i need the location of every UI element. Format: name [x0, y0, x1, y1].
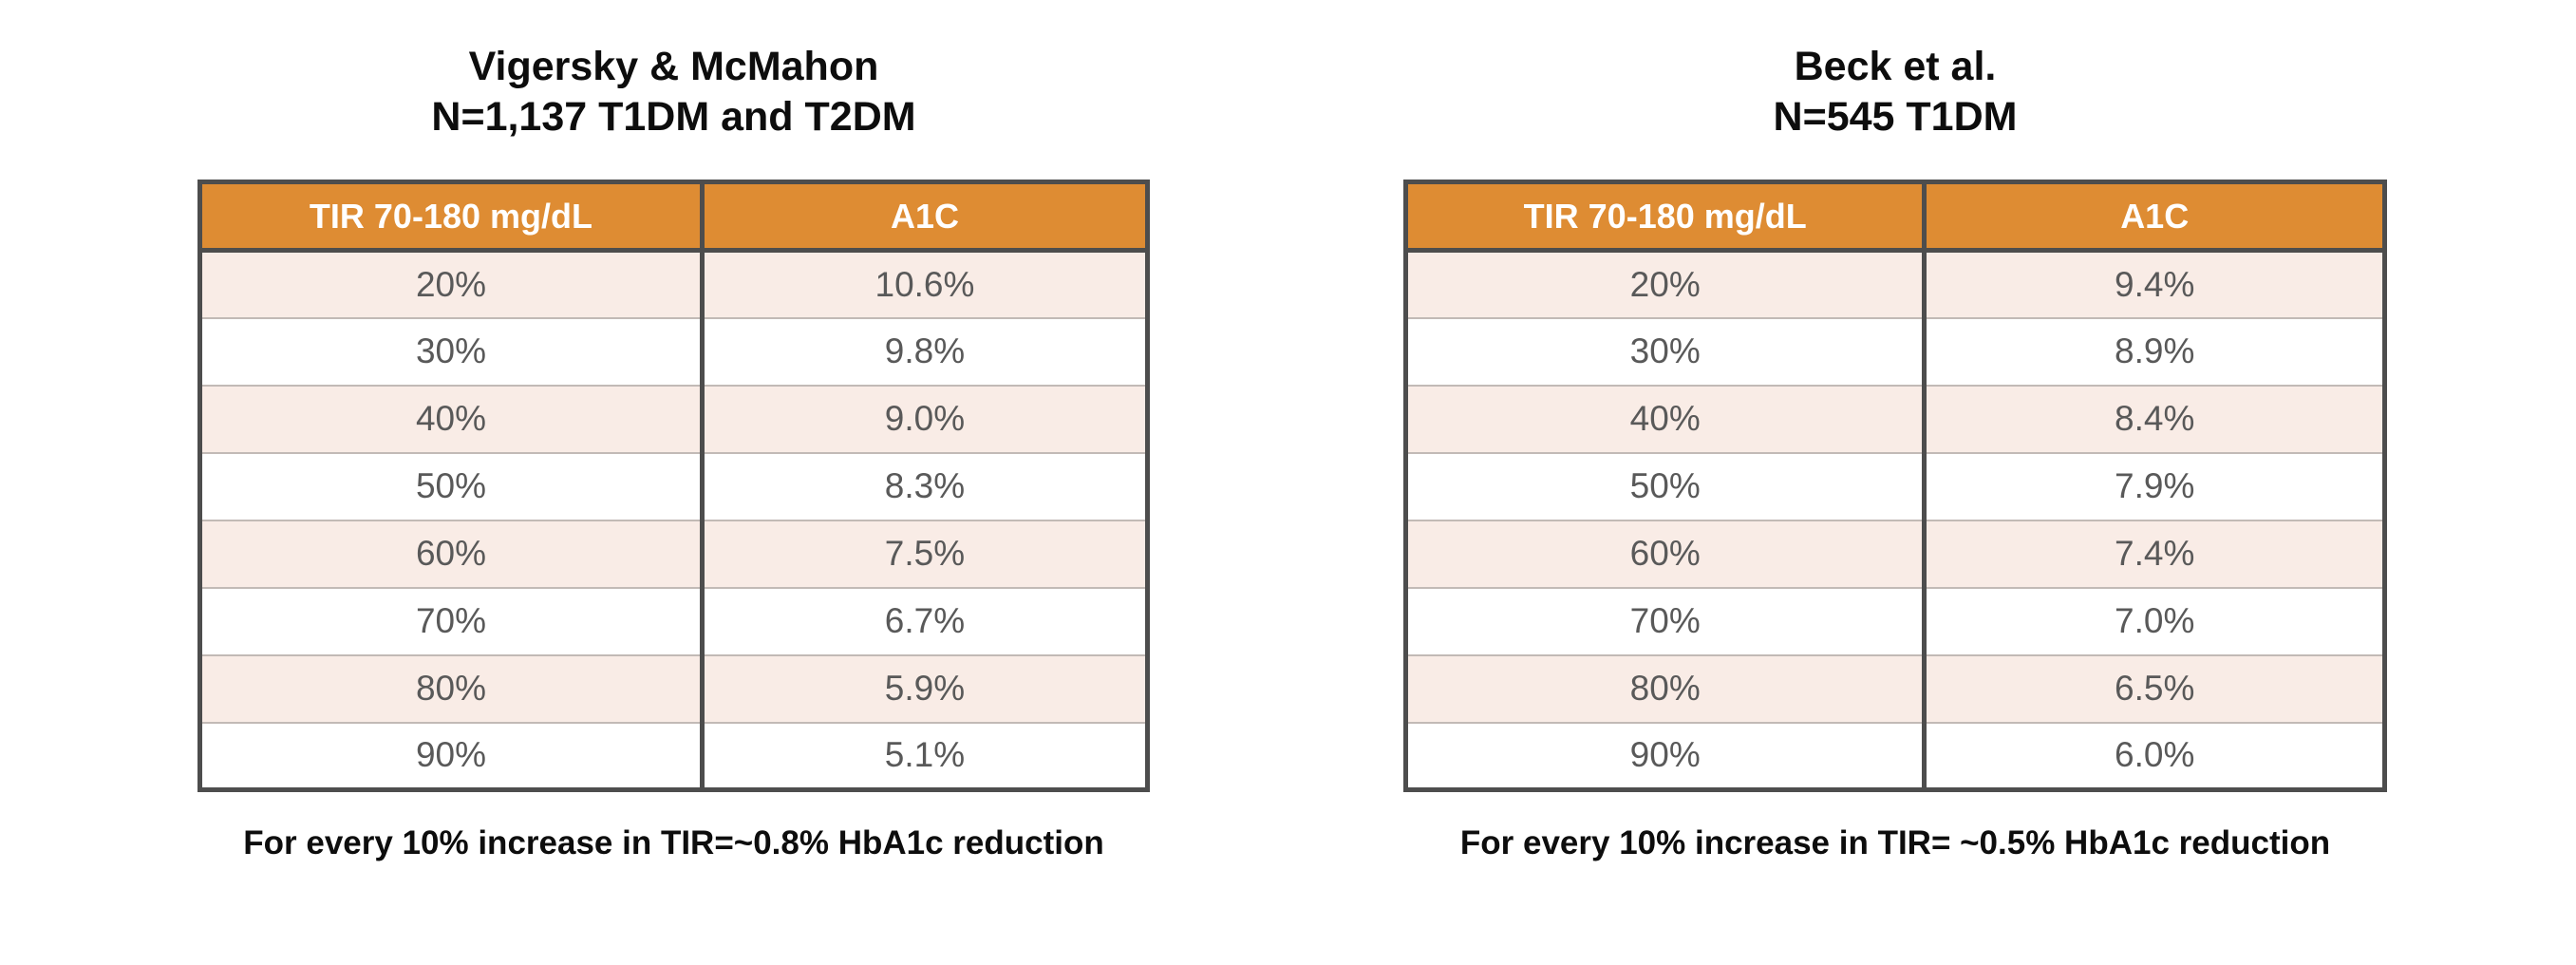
a1c-cell: 6.7%: [702, 586, 1148, 655]
footnote: For every 10% increase in TIR= ~0.5% HbA…: [1459, 824, 2331, 861]
column-header-a1c: A1C: [702, 181, 1148, 253]
a1c-cell: 9.0%: [702, 384, 1148, 453]
panel-title: Beck et al. N=545 T1DM: [1403, 42, 2387, 143]
header-row: TIR 70-180 mg/dL A1C: [199, 181, 1148, 253]
table-body: 20% 9.4% 30% 8.9% 40% 8.4% 50% 7.9% 60% 7.4% 70% 7.…: [1405, 250, 2385, 790]
table-header: TIR 70-180 mg/dL A1C: [199, 181, 1148, 253]
panel-title-cohort: N=545 T1DM: [1773, 94, 2018, 141]
tir-cell: 20%: [199, 250, 705, 318]
tir-a1c-table: TIR 70-180 mg/dL A1C 20% 9.4% 30% 8.9% 40% 8.…: [1403, 180, 2387, 792]
table-row: 50% 7.9%: [1405, 451, 2385, 520]
panel-title-study: Beck et al.: [1794, 44, 1997, 89]
table-row: 60% 7.4%: [1405, 519, 2385, 588]
table-row: 80% 5.9%: [199, 653, 1148, 723]
a1c-cell: 9.4%: [1924, 250, 2385, 318]
a1c-cell: 8.4%: [1924, 384, 2385, 453]
tir-cell: 50%: [199, 451, 705, 520]
tir-cell: 90%: [1405, 721, 1927, 790]
a1c-cell: 6.0%: [1924, 721, 2385, 790]
header-row: TIR 70-180 mg/dL A1C: [1405, 181, 2385, 253]
table-row: 70% 6.7%: [199, 586, 1148, 655]
table-row: 20% 9.4%: [1405, 250, 2385, 318]
table-row: 40% 8.4%: [1405, 384, 2385, 453]
a1c-cell: 5.9%: [702, 653, 1148, 723]
tir-a1c-table: TIR 70-180 mg/dL A1C 20% 10.6% 30% 9.8% 40% 9…: [197, 180, 1150, 792]
tir-cell: 80%: [199, 653, 705, 723]
panel-title-study: Vigersky & McMahon: [468, 44, 879, 89]
study-panel-beck: Beck et al. N=545 T1DM TIR 70-180 mg/dL …: [1403, 42, 2387, 862]
tir-cell: 30%: [1405, 316, 1927, 386]
tir-cell: 70%: [1405, 586, 1927, 655]
a1c-cell: 6.5%: [1924, 653, 2385, 723]
tir-cell: 60%: [199, 519, 705, 588]
panel-title-cohort: N=1,137 T1DM and T2DM: [431, 94, 916, 141]
tir-cell: 30%: [199, 316, 705, 386]
table-row: 30% 9.8%: [199, 316, 1148, 386]
table-row: 50% 8.3%: [199, 451, 1148, 520]
tir-cell: 40%: [199, 384, 705, 453]
a1c-cell: 10.6%: [702, 250, 1148, 318]
a1c-cell: 7.5%: [702, 519, 1148, 588]
table-row: 90% 6.0%: [1405, 721, 2385, 790]
column-header-tir: TIR 70-180 mg/dL: [1405, 181, 1927, 253]
table-row: 70% 7.0%: [1405, 586, 2385, 655]
table-row: 60% 7.5%: [199, 519, 1148, 588]
tir-cell: 20%: [1405, 250, 1927, 318]
table-row: 90% 5.1%: [199, 721, 1148, 790]
a1c-cell: 8.3%: [702, 451, 1148, 520]
table-row: 20% 10.6%: [199, 250, 1148, 318]
tir-cell: 40%: [1405, 384, 1927, 453]
table-row: 80% 6.5%: [1405, 653, 2385, 723]
table-row: 30% 8.9%: [1405, 316, 2385, 386]
column-header-a1c: A1C: [1924, 181, 2385, 253]
a1c-cell: 7.0%: [1924, 586, 2385, 655]
table-header: TIR 70-180 mg/dL A1C: [1405, 181, 2385, 253]
table-body: 20% 10.6% 30% 9.8% 40% 9.0% 50% 8.3% 60% 7.5% 70% 6…: [199, 250, 1148, 790]
panel-title: Vigersky & McMahon N=1,137 T1DM and T2DM: [197, 42, 1150, 143]
tir-cell: 60%: [1405, 519, 1927, 588]
tir-cell: 70%: [199, 586, 705, 655]
column-header-tir: TIR 70-180 mg/dL: [199, 181, 705, 253]
study-panel-vigersky: Vigersky & McMahon N=1,137 T1DM and T2DM…: [197, 42, 1150, 862]
a1c-cell: 7.9%: [1924, 451, 2385, 520]
tir-cell: 80%: [1405, 653, 1927, 723]
footnote: For every 10% increase in TIR=~0.8% HbA1…: [243, 824, 1104, 861]
a1c-cell: 5.1%: [702, 721, 1148, 790]
a1c-cell: 7.4%: [1924, 519, 2385, 588]
a1c-cell: 9.8%: [702, 316, 1148, 386]
tir-cell: 90%: [199, 721, 705, 790]
tir-cell: 50%: [1405, 451, 1927, 520]
table-row: 40% 9.0%: [199, 384, 1148, 453]
a1c-cell: 8.9%: [1924, 316, 2385, 386]
